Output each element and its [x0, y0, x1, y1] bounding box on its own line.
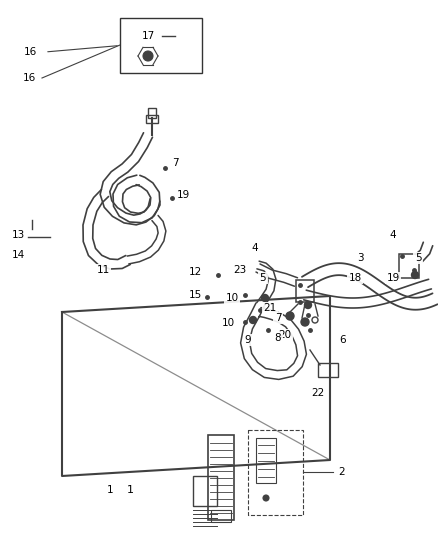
Text: 6: 6 — [340, 335, 346, 345]
Text: 16: 16 — [22, 73, 35, 83]
Bar — [256, 438, 276, 483]
Text: 4: 4 — [390, 230, 396, 240]
Text: 13: 13 — [11, 230, 25, 240]
Text: 11: 11 — [96, 265, 110, 275]
Text: 19: 19 — [177, 190, 190, 200]
Text: 10: 10 — [222, 318, 235, 328]
Bar — [399, 254, 419, 278]
Bar — [120, 18, 202, 73]
Bar — [193, 476, 217, 506]
Text: 8: 8 — [275, 333, 281, 343]
Text: 20: 20 — [279, 330, 292, 340]
Text: 3: 3 — [357, 253, 363, 263]
Text: 7: 7 — [275, 313, 281, 323]
Text: 23: 23 — [233, 265, 247, 275]
Text: 5: 5 — [415, 253, 421, 263]
Text: 1: 1 — [107, 485, 113, 495]
Text: 19: 19 — [386, 273, 399, 283]
Text: 9: 9 — [245, 335, 251, 345]
Text: 1: 1 — [127, 485, 134, 495]
Text: 15: 15 — [188, 290, 201, 300]
Circle shape — [250, 317, 257, 324]
Text: 14: 14 — [11, 250, 25, 260]
Bar — [148, 108, 156, 118]
Text: 7: 7 — [172, 158, 178, 168]
Bar — [208, 435, 234, 520]
Circle shape — [301, 318, 309, 326]
Text: 18: 18 — [348, 273, 362, 283]
Bar — [296, 280, 314, 302]
Circle shape — [263, 495, 269, 501]
Circle shape — [286, 312, 294, 320]
Text: 2: 2 — [338, 467, 345, 477]
Text: 12: 12 — [188, 267, 201, 277]
Text: 16: 16 — [23, 47, 37, 57]
Text: 22: 22 — [311, 388, 325, 398]
Text: 21: 21 — [263, 303, 277, 313]
Circle shape — [261, 295, 268, 302]
Bar — [248, 430, 303, 515]
Bar — [318, 363, 338, 377]
Text: 4: 4 — [252, 243, 258, 253]
Circle shape — [304, 302, 311, 309]
Text: 5: 5 — [260, 273, 266, 283]
Text: 17: 17 — [141, 31, 155, 41]
Bar — [146, 115, 158, 123]
Circle shape — [411, 271, 418, 279]
Text: 10: 10 — [226, 293, 239, 303]
Bar — [211, 510, 231, 522]
Circle shape — [143, 51, 153, 61]
